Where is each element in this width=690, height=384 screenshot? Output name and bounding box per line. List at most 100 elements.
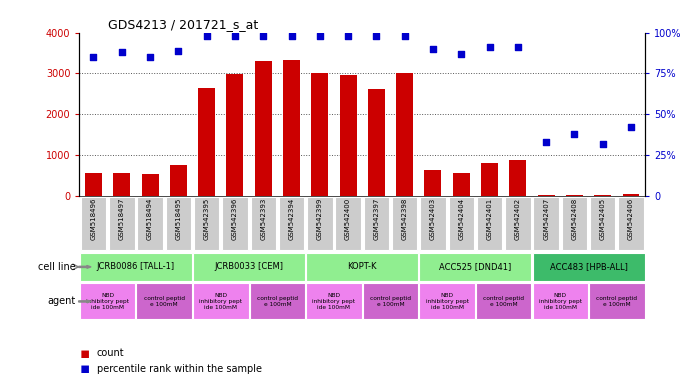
Text: GSM542393: GSM542393 [260,197,266,240]
FancyBboxPatch shape [250,197,276,250]
Text: agent: agent [48,296,76,306]
Bar [396,73,413,196]
FancyBboxPatch shape [533,253,644,281]
Bar [113,172,130,196]
FancyBboxPatch shape [194,197,219,250]
FancyBboxPatch shape [364,197,389,250]
FancyBboxPatch shape [80,283,135,319]
Point [201,33,213,39]
Text: control peptid
e 100mM: control peptid e 100mM [257,296,298,307]
Text: JCRB0086 [TALL-1]: JCRB0086 [TALL-1] [97,262,175,271]
Point [145,54,156,60]
Text: GSM542394: GSM542394 [288,197,295,240]
FancyBboxPatch shape [392,197,417,250]
Text: GSM542398: GSM542398 [402,197,408,240]
FancyBboxPatch shape [81,197,106,250]
Text: GSM542405: GSM542405 [600,197,606,240]
Point [569,131,580,137]
Text: GSM542408: GSM542408 [571,197,578,240]
FancyBboxPatch shape [193,253,305,281]
FancyBboxPatch shape [505,197,531,250]
Text: GSM542401: GSM542401 [486,197,493,240]
Point [541,139,552,145]
FancyBboxPatch shape [589,283,644,319]
Bar [170,165,187,196]
Bar [85,174,102,196]
Point [484,44,495,50]
Point [428,46,439,52]
Text: GSM542404: GSM542404 [458,197,464,240]
Point [258,33,269,39]
Text: ▪: ▪ [79,346,90,361]
FancyBboxPatch shape [420,283,475,319]
Text: KOPT-K: KOPT-K [348,262,377,271]
Bar [339,76,357,196]
Text: ACC525 [DND41]: ACC525 [DND41] [440,262,511,271]
FancyBboxPatch shape [193,283,248,319]
Text: cell line: cell line [38,262,76,272]
FancyBboxPatch shape [222,197,248,250]
Text: NBD
inhibitory pept
ide 100mM: NBD inhibitory pept ide 100mM [199,293,242,310]
Point [598,141,609,147]
Bar [566,195,583,196]
Text: control peptid
e 100mM: control peptid e 100mM [144,296,185,307]
Text: GDS4213 / 201721_s_at: GDS4213 / 201721_s_at [108,18,258,31]
Text: GSM542400: GSM542400 [345,197,351,240]
Bar [622,194,640,196]
Text: control peptid
e 100mM: control peptid e 100mM [370,296,411,307]
Text: ACC483 [HPB-ALL]: ACC483 [HPB-ALL] [550,262,627,271]
Text: count: count [97,348,124,358]
Bar [311,73,328,196]
FancyBboxPatch shape [80,253,192,281]
Text: GSM518496: GSM518496 [90,197,97,240]
FancyBboxPatch shape [137,283,192,319]
Point [116,49,128,55]
Bar [453,172,470,196]
Point [88,54,99,60]
Text: GSM542395: GSM542395 [204,197,210,240]
Text: ▪: ▪ [79,361,90,376]
Point [456,51,467,57]
Text: NBD
inhibitory pept
ide 100mM: NBD inhibitory pept ide 100mM [426,293,469,310]
Text: GSM542397: GSM542397 [373,197,380,240]
Text: control peptid
e 100mM: control peptid e 100mM [483,296,524,307]
FancyBboxPatch shape [250,283,305,319]
Text: GSM518497: GSM518497 [119,197,125,240]
FancyBboxPatch shape [476,283,531,319]
Bar [368,89,385,196]
FancyBboxPatch shape [533,197,559,250]
FancyBboxPatch shape [590,197,615,250]
FancyBboxPatch shape [109,197,135,250]
Bar [198,88,215,196]
Text: percentile rank within the sample: percentile rank within the sample [97,364,262,374]
Text: GSM542407: GSM542407 [543,197,549,240]
Bar [424,170,442,196]
FancyBboxPatch shape [477,197,502,250]
FancyBboxPatch shape [279,197,304,250]
FancyBboxPatch shape [307,197,333,250]
Text: GSM518495: GSM518495 [175,197,181,240]
FancyBboxPatch shape [448,197,474,250]
FancyBboxPatch shape [306,283,362,319]
Point [286,33,297,39]
Bar [255,61,272,196]
Bar [538,195,555,196]
Point [343,33,354,39]
Bar [594,195,611,196]
FancyBboxPatch shape [420,197,446,250]
Point [400,33,411,39]
Point [315,33,326,39]
Bar [481,163,498,196]
Text: control peptid
e 100mM: control peptid e 100mM [596,296,638,307]
Text: GSM518494: GSM518494 [147,197,153,240]
Point [512,44,524,50]
Bar [226,74,244,196]
FancyBboxPatch shape [533,283,588,319]
FancyBboxPatch shape [363,283,418,319]
Text: NBD
inhibitory pept
ide 100mM: NBD inhibitory pept ide 100mM [313,293,355,310]
Text: GSM542396: GSM542396 [232,197,238,240]
Point [230,33,241,39]
Text: GSM542399: GSM542399 [317,197,323,240]
Text: GSM542403: GSM542403 [430,197,436,240]
FancyBboxPatch shape [306,253,418,281]
